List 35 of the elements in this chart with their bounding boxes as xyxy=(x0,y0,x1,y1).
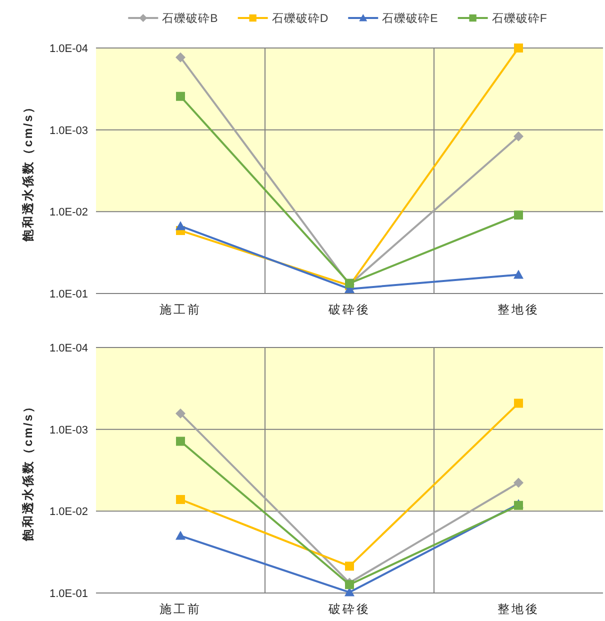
x-tick-label: 施工前 xyxy=(160,302,202,316)
legend-label: 石礫破砕E xyxy=(382,12,438,25)
point xyxy=(176,530,186,540)
point xyxy=(345,580,354,590)
legend-label: 石礫破砕B xyxy=(162,12,218,25)
x-tick-label: 破砕後 xyxy=(328,602,370,616)
legend-label: 石礫破砕F xyxy=(492,12,547,25)
point xyxy=(514,478,524,488)
y-axis-title: 飽和透水係数（cm/s） xyxy=(21,100,35,242)
point xyxy=(176,436,185,446)
x-tick-label: 整地後 xyxy=(498,302,540,316)
point xyxy=(514,270,524,279)
legend-label: 石礫破砕D xyxy=(272,12,328,25)
x-tick-label: 破砕後 xyxy=(328,302,370,316)
point xyxy=(176,494,185,504)
y-tick-label: 1.0E-04 xyxy=(49,43,88,55)
point xyxy=(514,44,523,52)
point xyxy=(345,562,354,571)
y-tick-label: 1.0E-04 xyxy=(49,342,88,354)
point xyxy=(176,221,186,230)
y-tick-label: 1.0E-02 xyxy=(49,506,88,518)
y-tick-label: 1.0E-01 xyxy=(49,288,88,300)
y-tick-label: 1.0E-03 xyxy=(49,424,88,436)
y-tick-label: 1.0E-03 xyxy=(49,124,88,137)
y-tick-label: 1.0E-01 xyxy=(49,588,88,600)
point xyxy=(514,210,523,220)
point xyxy=(514,131,524,142)
x-tick-label: 整地後 xyxy=(498,602,540,616)
point xyxy=(176,52,186,62)
y-axis-title: 飽和透水係数（cm/s） xyxy=(21,400,35,542)
point xyxy=(514,398,523,408)
point xyxy=(176,92,185,101)
y-tick-label: 1.0E-02 xyxy=(49,206,88,219)
x-tick-label: 施工前 xyxy=(160,602,202,616)
point xyxy=(176,408,186,418)
